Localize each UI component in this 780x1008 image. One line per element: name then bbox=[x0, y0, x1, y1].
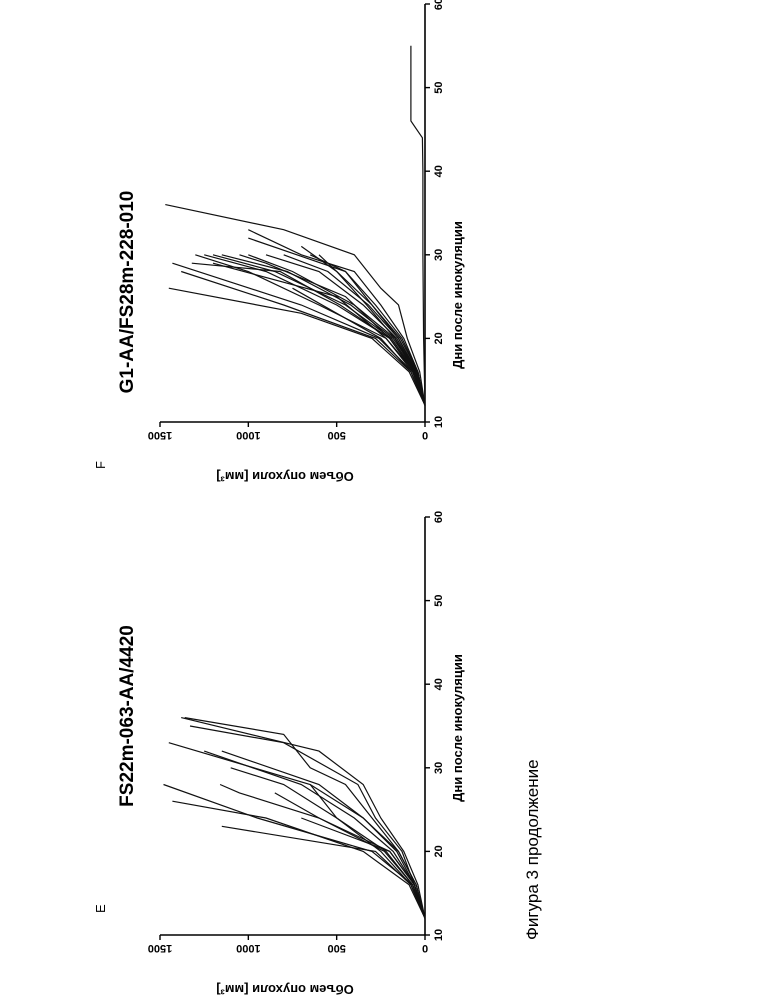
y-axis-label-e: Объем опухоли [мм³] bbox=[216, 982, 354, 997]
axes-e: 10 20 30 40 50 60 0 500 1000 1500 bbox=[148, 511, 445, 954]
series-line-f-12 bbox=[301, 246, 425, 405]
series-line-e-1 bbox=[222, 826, 425, 918]
series-line-e-14 bbox=[301, 818, 425, 918]
y-tick-label-f: 1000 bbox=[236, 429, 260, 441]
series-line-f-2 bbox=[181, 272, 425, 406]
series-line-e-11 bbox=[222, 751, 425, 918]
x-tick-label-f: 60 bbox=[433, 0, 445, 10]
x-tick-label-e: 30 bbox=[433, 762, 445, 774]
chart-panel-e: E FS22m-063-AA/4420 Дни после инокуляции… bbox=[93, 511, 465, 997]
y-tick-label-e: 0 bbox=[422, 942, 428, 954]
x-tick-label-f: 30 bbox=[433, 249, 445, 261]
y-tick-label-e: 500 bbox=[327, 942, 345, 954]
series-line-e-8 bbox=[181, 718, 425, 919]
x-tick-label-f: 50 bbox=[433, 81, 445, 93]
series-line-f-15 bbox=[248, 230, 425, 406]
x-tick-label-f: 20 bbox=[433, 332, 445, 344]
series-line-e-10 bbox=[190, 726, 425, 918]
y-tick-label-e: 1500 bbox=[148, 942, 172, 954]
series-line-e-4 bbox=[220, 785, 425, 919]
x-tick-label-e: 40 bbox=[433, 678, 445, 690]
y-tick-label-f: 1500 bbox=[148, 429, 172, 441]
chart-plot-f: G1-AA/FS28m-228-010 Дни после инокуляции… bbox=[117, 0, 465, 484]
series-group-f bbox=[165, 46, 425, 406]
series-line-f-14 bbox=[165, 205, 425, 406]
y-tick-label-f: 0 bbox=[422, 429, 428, 441]
x-tick-label-f: 10 bbox=[433, 416, 445, 428]
series-line-e-7 bbox=[169, 743, 425, 919]
series-line-f-7 bbox=[222, 255, 425, 405]
series-group-e bbox=[164, 718, 426, 919]
figure: E FS22m-063-AA/4420 Дни после инокуляции… bbox=[0, 0, 780, 1008]
series-line-f-1 bbox=[169, 288, 425, 405]
x-tick-label-e: 60 bbox=[433, 511, 445, 523]
chart-plot-e: FS22m-063-AA/4420 Дни после инокуляции О… bbox=[117, 511, 465, 997]
series-line-f-16 bbox=[248, 238, 425, 405]
panel-label-e: E bbox=[93, 904, 108, 913]
x-tick-label-f: 40 bbox=[433, 165, 445, 177]
chart-panel-f: F G1-AA/FS28m-228-010 Дни после инокуляц… bbox=[93, 0, 465, 484]
y-tick-label-f: 500 bbox=[327, 429, 345, 441]
figure-caption: Фигура 3 продолжение bbox=[523, 759, 542, 940]
series-line-f-21 bbox=[411, 46, 425, 406]
chart-title-e: FS22m-063-AA/4420 bbox=[117, 625, 138, 807]
x-axis-label-e: Дни после инокуляции bbox=[450, 654, 465, 802]
x-tick-label-e: 10 bbox=[433, 929, 445, 941]
series-line-e-12 bbox=[310, 785, 425, 919]
axes-f: 10 20 30 40 50 60 0 500 1000 1500 bbox=[148, 0, 445, 441]
y-tick-label-e: 1000 bbox=[236, 942, 260, 954]
series-line-f-11 bbox=[284, 255, 425, 405]
chart-title-f: G1-AA/FS28m-228-010 bbox=[117, 191, 138, 394]
y-axis-label-f: Объем опухоли [мм³] bbox=[216, 469, 354, 484]
series-line-e-2 bbox=[172, 801, 425, 918]
panel-label-f: F bbox=[93, 461, 108, 469]
x-tick-label-e: 20 bbox=[433, 845, 445, 857]
x-tick-label-e: 50 bbox=[433, 594, 445, 606]
x-axis-label-f: Дни после инокуляции bbox=[450, 221, 465, 369]
